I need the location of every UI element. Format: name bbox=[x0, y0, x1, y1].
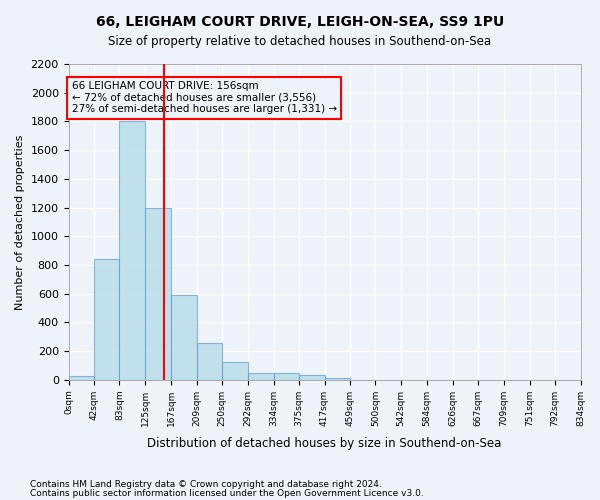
Text: Contains public sector information licensed under the Open Government Licence v3: Contains public sector information licen… bbox=[30, 489, 424, 498]
Bar bbox=[119, 122, 145, 380]
Bar bbox=[325, 378, 350, 380]
Text: 66 LEIGHAM COURT DRIVE: 156sqm
← 72% of detached houses are smaller (3,556)
27% : 66 LEIGHAM COURT DRIVE: 156sqm ← 72% of … bbox=[71, 81, 337, 114]
Bar bbox=[145, 208, 171, 380]
Bar bbox=[248, 374, 274, 380]
Bar bbox=[197, 343, 222, 380]
Y-axis label: Number of detached properties: Number of detached properties bbox=[15, 134, 25, 310]
X-axis label: Distribution of detached houses by size in Southend-on-Sea: Distribution of detached houses by size … bbox=[148, 437, 502, 450]
Bar bbox=[274, 374, 299, 380]
Text: Contains HM Land Registry data © Crown copyright and database right 2024.: Contains HM Land Registry data © Crown c… bbox=[30, 480, 382, 489]
Bar bbox=[94, 259, 119, 380]
Bar bbox=[222, 362, 248, 380]
Bar bbox=[299, 376, 325, 380]
Bar bbox=[171, 295, 197, 380]
Bar bbox=[68, 376, 94, 380]
Text: 66, LEIGHAM COURT DRIVE, LEIGH-ON-SEA, SS9 1PU: 66, LEIGHAM COURT DRIVE, LEIGH-ON-SEA, S… bbox=[96, 15, 504, 29]
Text: Size of property relative to detached houses in Southend-on-Sea: Size of property relative to detached ho… bbox=[109, 35, 491, 48]
